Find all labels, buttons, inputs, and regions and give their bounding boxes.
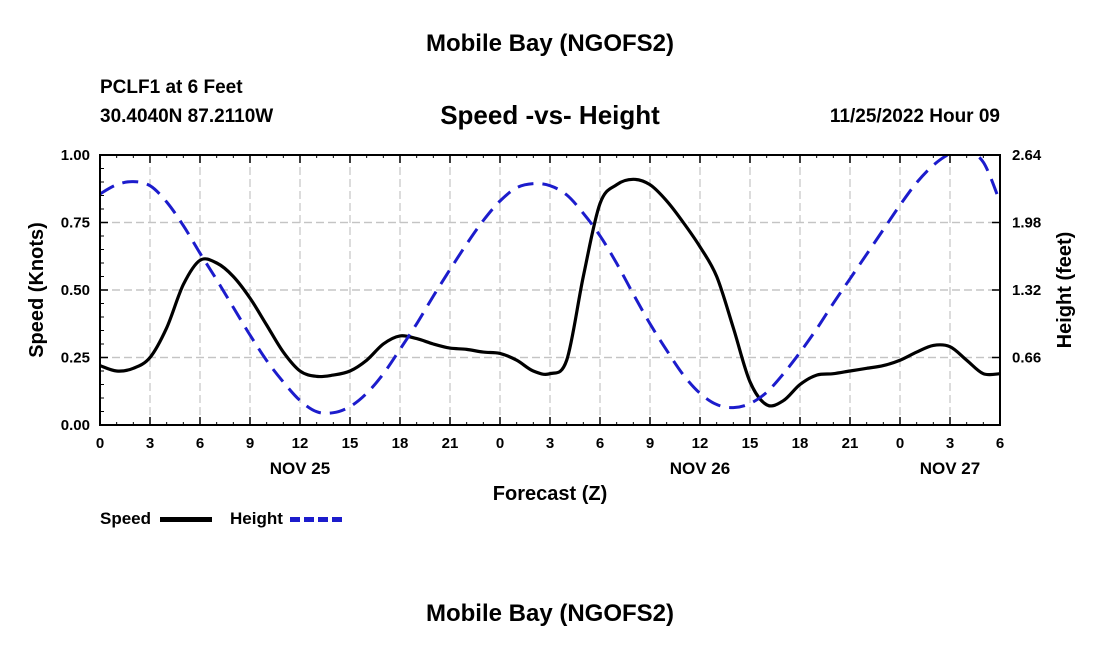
chart-subtitle: Speed -vs- Height (440, 100, 660, 130)
x-tick-label: 9 (646, 435, 654, 452)
x-tick-label: 21 (842, 435, 859, 452)
x-axis-label: Forecast (Z) (493, 483, 607, 505)
y-right-tick-label: 0.66 (1012, 350, 1041, 367)
chart-title-repeat: Mobile Bay (NGOFS2) (425, 600, 675, 627)
y-axis-left-label: Speed (Knots) (26, 222, 48, 358)
x-tick-label: 15 (342, 435, 359, 452)
legend-height-label: Height (230, 509, 283, 528)
grid (100, 154, 1000, 425)
speed-height-chart: 0 3 6 9 12 15 18 21 0 3 6 9 12 15 18 21 0 3 6 NOV 25 NOV 26 N… (26, 147, 1076, 505)
y-right-tick-label: 1.98 (1012, 215, 1041, 232)
x-tick-label: 12 (292, 435, 309, 452)
forecast-datetime: 11/25/2022 Hour 09 (829, 106, 1000, 127)
x-tick-label: 0 (496, 435, 504, 452)
y-left-tick-label: 0.25 (61, 350, 90, 367)
y-left-tick-label: 0.00 (61, 417, 90, 434)
y-right-tick-label: 2.64 (1012, 147, 1042, 164)
x-tick-label: 15 (742, 435, 759, 452)
x-tick-label: 3 (546, 435, 554, 452)
legend-height-swatch (290, 517, 342, 522)
y-axis-right-label: Height (feet) (1054, 232, 1076, 349)
x-tick-label: 3 (146, 435, 154, 452)
y-left-tick-label: 0.75 (61, 215, 90, 232)
x-tick-label: 3 (946, 435, 954, 452)
x-tick-label: 6 (996, 435, 1004, 452)
y-left-tick-label: 0.50 (61, 282, 90, 299)
series-line-speed (100, 177, 1000, 408)
date-label: NOV 25 (270, 459, 330, 478)
x-tick-label: 18 (792, 435, 809, 452)
chart-title: Mobile Bay (NGOFS2) (425, 30, 675, 57)
series-line-height (100, 155, 1000, 415)
x-tick-label: 0 (96, 435, 104, 452)
x-tick-label: 0 (896, 435, 904, 452)
date-label: NOV 27 (920, 459, 980, 478)
y-left-tick-label: 1.00 (61, 147, 90, 164)
x-tick-label: 6 (596, 435, 604, 452)
legend-speed-label: Speed (100, 509, 152, 528)
legend-speed-swatch (160, 517, 212, 522)
y-right-tick-label: 1.32 (1012, 282, 1041, 299)
x-tick-label: 21 (442, 435, 459, 452)
x-tick-label: 18 (392, 435, 409, 452)
series-layer (100, 155, 1000, 415)
date-label: NOV 26 (670, 459, 730, 478)
x-tick-label: 6 (196, 435, 204, 452)
x-tick-label: 9 (246, 435, 254, 452)
station-label: PCLF1 at 6 Feet (100, 77, 243, 98)
x-tick-label: 12 (692, 435, 709, 452)
axes: 0 3 6 9 12 15 18 21 0 3 6 9 12 15 18 21 0 3 6 NOV 25 NOV 26 N… (61, 147, 1042, 478)
coordinates-label: 30.4040N 87.2110W (100, 106, 274, 127)
